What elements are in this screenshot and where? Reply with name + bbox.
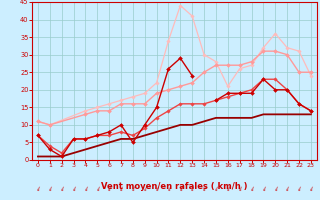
Text: ↓: ↓ xyxy=(106,186,113,193)
Text: ↓: ↓ xyxy=(141,186,148,193)
Text: ↓: ↓ xyxy=(58,186,65,193)
Text: ↓: ↓ xyxy=(236,186,243,193)
Text: ↓: ↓ xyxy=(260,186,267,193)
Text: ↓: ↓ xyxy=(308,186,314,193)
Text: ↓: ↓ xyxy=(35,186,41,193)
Text: ↓: ↓ xyxy=(82,186,89,193)
Text: ↓: ↓ xyxy=(272,186,279,193)
Text: ↓: ↓ xyxy=(129,186,136,193)
Text: ↓: ↓ xyxy=(224,186,231,193)
Text: ↓: ↓ xyxy=(212,186,220,193)
Text: ↓: ↓ xyxy=(248,186,255,193)
Text: ↓: ↓ xyxy=(165,186,172,193)
Text: ↓: ↓ xyxy=(201,186,207,193)
Text: ↓: ↓ xyxy=(153,186,160,193)
Text: ↓: ↓ xyxy=(296,186,302,193)
Text: ↓: ↓ xyxy=(70,186,77,193)
Text: ↓: ↓ xyxy=(284,186,291,193)
Text: ↓: ↓ xyxy=(117,186,124,193)
Text: ↓: ↓ xyxy=(46,186,53,193)
Text: ↓: ↓ xyxy=(189,186,196,193)
Text: ↓: ↓ xyxy=(94,186,101,193)
Text: ↓: ↓ xyxy=(177,186,184,193)
X-axis label: Vent moyen/en rafales ( km/h ): Vent moyen/en rafales ( km/h ) xyxy=(101,182,248,191)
